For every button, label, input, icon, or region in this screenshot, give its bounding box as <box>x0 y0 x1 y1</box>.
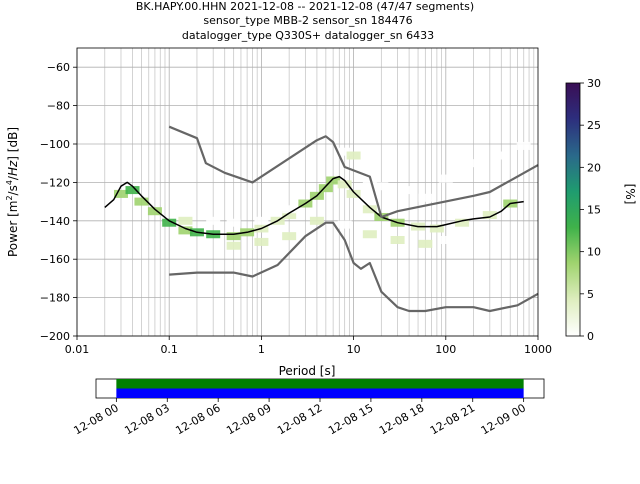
density-cell <box>309 216 324 225</box>
density-cell <box>362 230 377 239</box>
timeline-axis: 12-08 00 12-08 03 12-08 06 12-08 09 12-08 12… <box>72 378 545 437</box>
x-axis-ticks: 0.01 0.1 1 10 100 1000 <box>65 336 552 356</box>
density-cell <box>482 211 497 220</box>
y-tick-label: −100 <box>40 138 70 151</box>
y-axis-label: Power [m2/s4/Hz] [dB] <box>5 127 20 257</box>
density-cell <box>429 224 444 233</box>
timeline-tick-label: 12-08 03 <box>122 401 171 437</box>
density-cell <box>494 151 509 160</box>
y-tick-label: −60 <box>47 61 70 74</box>
plot-background <box>77 48 538 336</box>
density-cell <box>147 207 162 216</box>
colorbar-tick-label: 15 <box>587 204 601 217</box>
density-cell <box>226 241 241 250</box>
density-cell <box>516 141 531 150</box>
y-tick-label: −200 <box>40 330 70 343</box>
grid-lines <box>76 48 538 337</box>
timeline-tick-label: 12-09 00 <box>479 401 528 437</box>
x-tick-label: 0.01 <box>65 343 90 356</box>
density-cell <box>362 178 377 187</box>
timeline-ticks: 12-08 00 12-08 03 12-08 06 12-08 09 12-08 12… <box>72 398 528 437</box>
density-cell <box>455 218 470 227</box>
colorbar-tick-label: 10 <box>587 246 601 259</box>
timeline-tick-label: 12-08 09 <box>224 401 273 437</box>
density-cell <box>438 236 453 244</box>
density-cell <box>125 186 140 195</box>
density-cell <box>162 218 177 227</box>
x-tick-label: 0.1 <box>160 343 178 356</box>
noise-model-line <box>168 125 539 219</box>
density-cell <box>178 216 193 225</box>
timeline-bars <box>116 379 524 398</box>
y-tick-label: −120 <box>40 176 70 189</box>
x-tick-label: 100 <box>435 343 456 356</box>
y-tick-label: −140 <box>40 215 70 228</box>
density-cell <box>206 216 221 225</box>
density-cell <box>326 176 341 185</box>
y-tick-label: −80 <box>47 100 70 113</box>
density-cell <box>362 205 377 214</box>
title-line-3: datalogger_type Q330S+ datalogger_sn 643… <box>182 29 434 42</box>
colorbar-ticks: 0 5 10 15 20 25 30 <box>580 77 601 343</box>
density-cell <box>282 211 297 220</box>
colorbar-tick-label: 5 <box>587 288 594 301</box>
density-cell <box>282 205 297 214</box>
colorbar-tick-label: 20 <box>587 161 601 174</box>
timeline-coverage-bar <box>116 379 524 389</box>
plot-frame <box>76 47 539 337</box>
colorbar-gradient <box>565 82 581 337</box>
density-cell <box>226 232 241 241</box>
x-axis-label: Period [s] <box>279 364 336 378</box>
timeline-tick-label: 12-08 12 <box>275 401 324 437</box>
density-cell <box>254 216 269 225</box>
colorbar: 0 5 10 15 20 25 30 [%] <box>565 77 637 343</box>
density-cell <box>438 174 453 183</box>
timeline-tick-label: 12-08 15 <box>326 401 375 437</box>
density-cell <box>418 239 433 248</box>
timeline-tick-label: 12-08 06 <box>173 401 222 437</box>
density-cell <box>346 151 361 160</box>
density-cell <box>337 180 352 189</box>
density-cell <box>337 220 352 229</box>
x-tick-label: 10 <box>347 343 361 356</box>
mean-psd-line <box>104 175 524 235</box>
timeline-tick-label: 12-08 00 <box>72 401 121 437</box>
density-cell <box>318 184 333 193</box>
density-cell <box>418 193 433 202</box>
psd-plot-area: 0.01 0.1 1 10 100 1000 −200 −180 −160 −140 −120 −1… <box>5 47 552 378</box>
density-cell <box>402 186 417 195</box>
figure-title: BK.HAPY.00.HHN 2021-12-08 -- 2021-12-08 … <box>136 0 474 42</box>
density-cell <box>466 159 481 168</box>
density-cell <box>113 189 128 198</box>
colorbar-tick-label: 25 <box>587 119 601 132</box>
colorbar-tick-label: 30 <box>587 77 601 90</box>
x-tick-label: 1000 <box>524 343 552 356</box>
density-cell <box>374 182 389 191</box>
timeline-tick-label: 12-08 18 <box>377 401 426 437</box>
title-line-1: BK.HAPY.00.HHN 2021-12-08 -- 2021-12-08 … <box>136 0 474 13</box>
density-cell <box>254 237 269 246</box>
psd-lines <box>104 125 539 313</box>
density-cell <box>134 197 149 206</box>
density-cell <box>226 218 241 227</box>
x-tick-label: 1 <box>258 343 265 356</box>
timeline-tick-label: 12-08 21 <box>428 401 477 437</box>
y-axis-ticks: −200 −180 −160 −140 −120 −100 −80 −60 <box>40 61 77 343</box>
noise-model-line <box>169 221 539 313</box>
y-tick-label: −180 <box>40 292 70 305</box>
title-line-2: sensor_type MBB-2 sensor_sn 184476 <box>203 14 412 27</box>
y-tick-label: −160 <box>40 253 70 266</box>
density-cell <box>178 226 193 235</box>
density-cell <box>390 236 405 244</box>
timeline-coverage-bar <box>116 388 524 398</box>
density-cell <box>282 232 297 241</box>
density-cell <box>346 189 361 198</box>
density-cell <box>337 147 352 156</box>
colorbar-label: [%] <box>623 184 637 205</box>
colorbar-tick-label: 0 <box>587 330 594 343</box>
